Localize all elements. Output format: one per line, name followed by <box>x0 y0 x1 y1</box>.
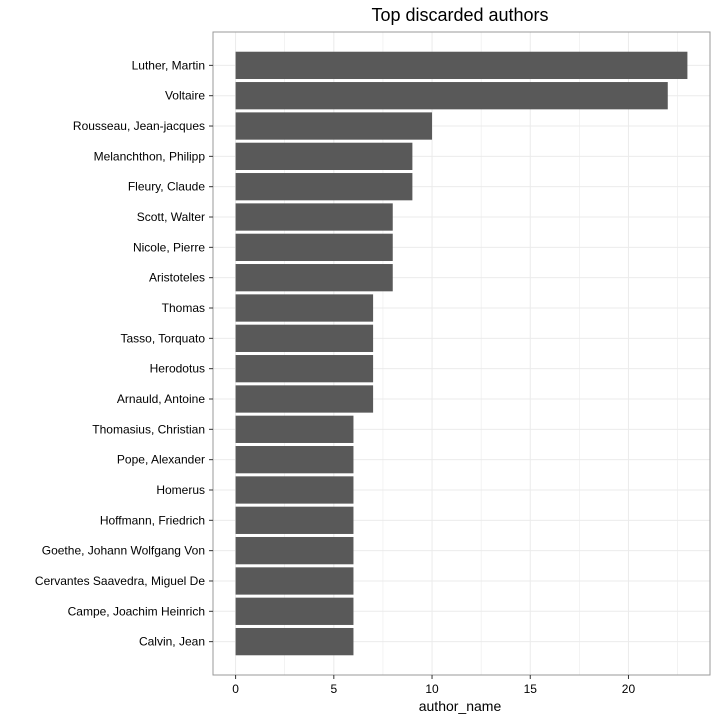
y-tick-label: Homerus <box>156 483 205 497</box>
y-tick-label: Pope, Alexander <box>117 453 205 467</box>
y-tick-label: Thomasius, Christian <box>92 422 205 436</box>
bar <box>235 355 374 383</box>
bar <box>235 446 354 474</box>
bar <box>235 142 413 171</box>
bar <box>235 294 374 322</box>
bar <box>235 51 688 80</box>
bar <box>235 112 433 140</box>
bar <box>235 324 374 352</box>
x-axis-title: author_name <box>419 698 502 714</box>
bar <box>235 536 354 565</box>
x-axis: 0 5 10 15 20 <box>232 675 635 696</box>
y-tick-label: Aristoteles <box>149 271 205 285</box>
y-axis: Luther, Martin Voltaire Rousseau, Jean-jac… <box>35 58 213 649</box>
bar <box>235 173 413 201</box>
plot-panel-border <box>212 31 711 676</box>
bar <box>235 203 393 231</box>
bar <box>235 385 374 413</box>
y-tick-label: Voltaire <box>165 89 205 103</box>
bar <box>235 82 668 110</box>
bar <box>235 233 393 261</box>
x-tick-label: 5 <box>330 682 337 696</box>
y-tick-label: Cervantes Saavedra, Miguel De <box>35 574 205 588</box>
y-tick-label: Fleury, Claude <box>128 180 205 194</box>
y-tick-label: Campe, Joachim Heinrich <box>68 604 205 618</box>
bar <box>235 597 354 625</box>
bar-series <box>235 51 688 656</box>
x-tick-label: 0 <box>232 682 239 696</box>
y-tick-label: Scott, Walter <box>137 210 205 224</box>
y-tick-label: Hoffmann, Friedrich <box>100 513 205 527</box>
y-tick-label: Goethe, Johann Wolfgang Von <box>42 544 205 558</box>
y-tick-label: Nicole, Pierre <box>133 240 205 254</box>
bar <box>235 264 393 292</box>
y-tick-label: Herodotus <box>150 362 205 376</box>
x-tick-label: 20 <box>622 682 636 696</box>
y-tick-label: Calvin, Jean <box>139 635 205 649</box>
bar <box>235 567 354 595</box>
y-tick-label: Tasso, Torquato <box>121 331 206 345</box>
x-tick-label: 15 <box>524 682 538 696</box>
y-tick-label: Arnauld, Antoine <box>117 392 205 406</box>
bar <box>235 415 354 443</box>
y-tick-label: Rousseau, Jean-jacques <box>73 119 205 133</box>
bar <box>235 476 354 504</box>
y-tick-label: Melanchthon, Philipp <box>94 149 206 163</box>
bar <box>235 627 354 656</box>
y-tick-label: Thomas <box>162 301 205 315</box>
chart-title: Top discarded authors <box>371 5 548 25</box>
x-tick-label: 10 <box>425 682 439 696</box>
bar <box>235 506 354 534</box>
y-tick-label: Luther, Martin <box>132 58 205 72</box>
